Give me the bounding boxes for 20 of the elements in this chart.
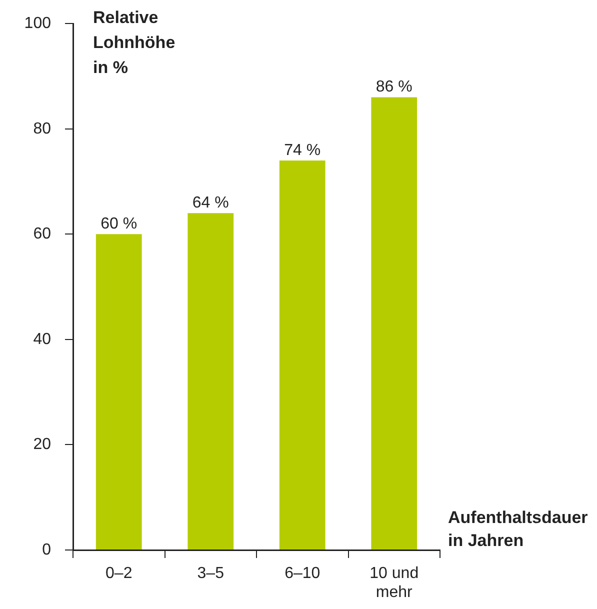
x-tick-label: 6–10 [284, 565, 320, 582]
x-axis-title: Aufenthaltsdauer in Jahren [448, 508, 588, 550]
y-tick-label: 20 [33, 436, 52, 454]
y-axis-title: Relative Lohnhöhe in % [93, 8, 176, 78]
bar [371, 97, 418, 550]
bar [279, 160, 326, 550]
bar [96, 234, 142, 550]
data-label: 74 % [284, 142, 321, 159]
y-tick-label: 60 [33, 226, 52, 243]
x-tick-label: 10 und mehr [370, 565, 419, 602]
y-tick-label: 40 [33, 330, 52, 348]
data-label: 64 % [192, 194, 229, 212]
y-tick-label: 100 [24, 15, 52, 32]
y-tick-label: 0 [42, 541, 52, 558]
data-label: 86 % [376, 78, 412, 96]
data-label: 60 % [100, 216, 138, 233]
x-tick-label: 3–5 [197, 565, 224, 582]
bar [188, 213, 234, 550]
y-tick-label: 80 [33, 120, 52, 138]
x-tick-label: 0–2 [106, 565, 132, 582]
